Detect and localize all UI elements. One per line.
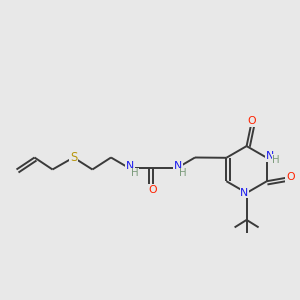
Text: O: O: [149, 184, 157, 195]
Text: S: S: [70, 151, 77, 164]
Text: H: H: [272, 154, 280, 165]
Text: N: N: [266, 151, 274, 161]
Text: N: N: [240, 188, 248, 198]
Text: N: N: [126, 160, 134, 171]
Text: O: O: [248, 116, 256, 127]
Text: H: H: [178, 168, 186, 178]
Text: N: N: [174, 160, 182, 171]
Text: O: O: [286, 172, 295, 182]
Text: H: H: [130, 168, 138, 178]
